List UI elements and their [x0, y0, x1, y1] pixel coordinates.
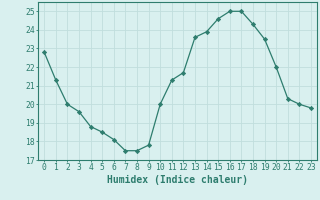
X-axis label: Humidex (Indice chaleur): Humidex (Indice chaleur)	[107, 175, 248, 185]
